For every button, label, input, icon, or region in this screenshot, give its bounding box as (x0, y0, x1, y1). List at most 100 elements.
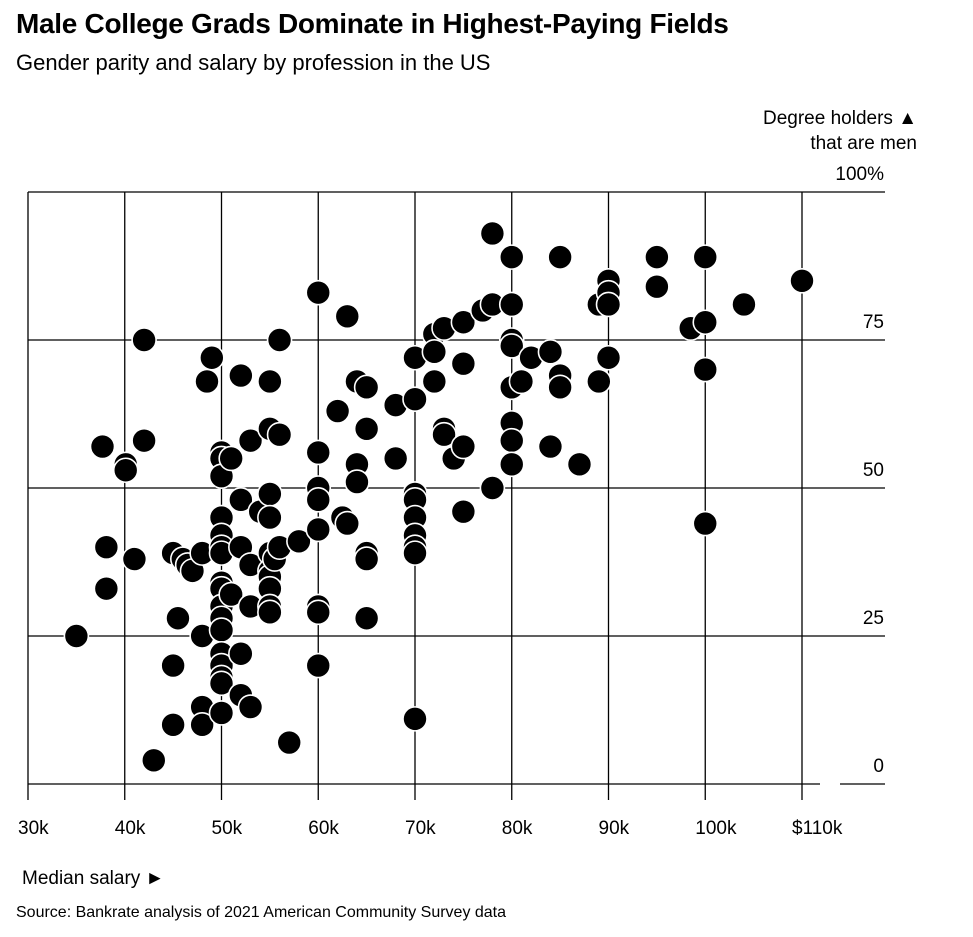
x-tick-label: 90k (599, 818, 630, 839)
data-point (595, 291, 622, 318)
data-point (237, 694, 264, 720)
data-point (208, 700, 235, 726)
data-point (266, 327, 293, 353)
data-point (305, 516, 332, 543)
data-point (208, 670, 235, 697)
data-point (228, 362, 254, 389)
data-point (257, 481, 283, 507)
data-point (537, 339, 564, 365)
x-tick-label: 50k (212, 818, 243, 839)
data-point (160, 652, 186, 679)
data-point (508, 368, 535, 395)
data-point (498, 333, 525, 359)
data-point (586, 368, 612, 395)
data-point (305, 439, 332, 466)
data-point (112, 457, 139, 484)
data-point (93, 575, 120, 602)
data-point (731, 291, 757, 318)
data-point (305, 487, 332, 513)
x-tick-label: 70k (405, 818, 436, 839)
data-point (199, 344, 225, 371)
data-point (344, 469, 370, 495)
data-point (218, 581, 244, 608)
data-point (131, 427, 157, 454)
data-point (276, 729, 303, 756)
x-tick-label: 60k (308, 818, 339, 839)
data-point (595, 344, 622, 371)
data-point (121, 546, 148, 572)
data-point (334, 303, 361, 330)
data-point (131, 327, 157, 353)
data-point (498, 427, 525, 454)
data-point (63, 623, 90, 649)
data-point (257, 504, 283, 531)
y-tick-label: 25 (863, 608, 884, 629)
chart-title: Male College Grads Dominate in Highest-P… (16, 8, 729, 39)
data-point (498, 451, 525, 478)
data-point (450, 350, 477, 377)
data-point (266, 421, 293, 448)
y-tick-label: 0 (873, 756, 884, 777)
data-point (692, 356, 719, 383)
data-point (547, 244, 573, 270)
data-point (421, 339, 448, 365)
data-point (189, 711, 215, 738)
data-point (165, 605, 191, 632)
data-point (479, 220, 506, 247)
data-point (644, 273, 670, 300)
data-point (353, 374, 380, 401)
data-point (305, 599, 332, 626)
data-point (194, 368, 220, 395)
data-point (431, 421, 457, 448)
data-point (257, 368, 283, 395)
data-point (547, 374, 573, 401)
data-point (257, 599, 283, 626)
data-point (421, 368, 448, 395)
x-tick-label: 40k (115, 818, 146, 839)
data-point (402, 540, 428, 566)
data-point (160, 711, 186, 738)
source-note: Source: Bankrate analysis of 2021 Americ… (16, 904, 507, 921)
data-point (89, 433, 116, 460)
data-point (692, 309, 719, 336)
x-tick-label: 100k (695, 818, 737, 839)
data-point (498, 291, 525, 318)
x-axis-label: Median salary ► (22, 868, 165, 889)
y-axis-label-line1: Degree holders ▲ (763, 108, 917, 129)
data-point (450, 433, 477, 460)
data-point (305, 652, 332, 679)
data-point (237, 427, 264, 454)
data-point (402, 386, 428, 413)
data-point (353, 546, 380, 572)
data-point (353, 605, 380, 632)
data-point (450, 498, 477, 525)
x-tick-label: $110k (792, 818, 843, 839)
data-point (402, 706, 428, 732)
data-point (334, 510, 361, 537)
data-point (208, 617, 235, 643)
data-point (286, 528, 312, 555)
data-point (450, 309, 477, 336)
data-point (382, 445, 409, 472)
data-point (353, 415, 380, 442)
data-point (228, 640, 254, 667)
data-point (218, 445, 244, 472)
y-tick-label: 50 (863, 460, 884, 481)
data-point (566, 451, 593, 478)
y-tick-label: 100% (835, 164, 884, 185)
data-point (692, 244, 719, 270)
data-point (789, 267, 815, 294)
data-point (228, 487, 254, 513)
data-point (692, 510, 719, 537)
data-point (498, 244, 525, 270)
data-point (93, 534, 120, 561)
data-point (537, 433, 564, 460)
chart-subtitle: Gender parity and salary by profession i… (16, 50, 491, 75)
x-tick-label: 80k (502, 818, 533, 839)
data-point (324, 398, 351, 424)
y-axis-label: Degree holders ▲ that are men (763, 106, 917, 156)
data-point (479, 475, 506, 501)
data-point (140, 747, 167, 774)
y-axis-label-line2: that are men (810, 133, 917, 154)
